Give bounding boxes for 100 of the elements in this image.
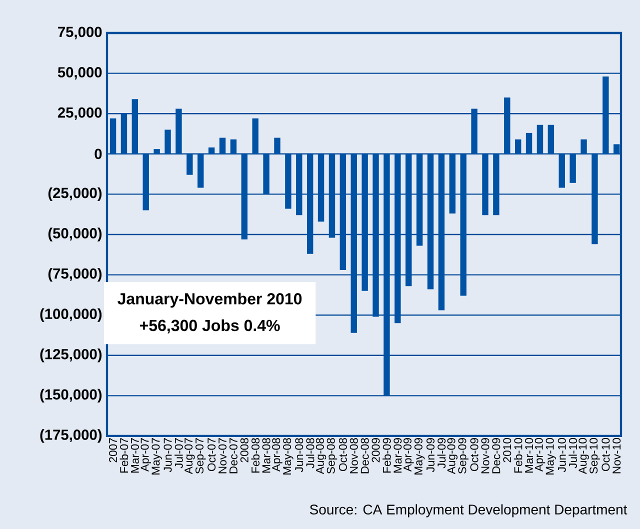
y-tick-label: (75,000)	[48, 268, 102, 282]
bar	[241, 154, 248, 240]
x-tick-label: Mar-08	[262, 438, 270, 473]
x-tick-label: Mar-07	[130, 438, 139, 473]
x-tick-label: Sep-10	[590, 438, 600, 474]
bar	[570, 154, 576, 183]
x-tick-label: Nov-08	[350, 438, 358, 474]
x-tick-label: May-08	[283, 438, 294, 474]
bar	[482, 154, 488, 216]
bar	[493, 154, 500, 216]
bar	[372, 154, 379, 317]
x-tick-label: 2008	[240, 438, 248, 462]
bar	[536, 124, 544, 154]
x-tick-label: Sep-07	[195, 438, 206, 474]
bar	[592, 154, 598, 244]
bar	[362, 154, 368, 291]
bar	[548, 124, 554, 154]
bar	[449, 154, 456, 214]
x-tick-label: Apr-08	[272, 438, 282, 472]
bar	[154, 149, 160, 154]
y-tick-label: 0	[94, 148, 102, 160]
annotation: +56,300 Jobs 0.4%	[140, 319, 280, 334]
bar	[328, 154, 336, 238]
bar	[438, 154, 445, 310]
x-tick-label: Nov-10	[612, 438, 621, 474]
y-tick-label: 75,000	[58, 26, 102, 40]
y-tick-label: (175,000)	[40, 429, 102, 443]
x-tick-label: Jul-07	[174, 438, 183, 468]
x-tick-label: May-09	[414, 438, 425, 474]
x-tick-label: Nov-07	[218, 438, 227, 474]
y-tick-label: (125,000)	[40, 348, 102, 362]
bar	[460, 154, 466, 296]
bar	[306, 154, 314, 254]
x-tick-label: Dec-07	[229, 438, 238, 474]
x-tick-label: Dec-08	[360, 438, 369, 474]
x-tick-label: Oct-07	[208, 438, 216, 472]
x-tick-label: Jul-08	[306, 438, 314, 468]
x-tick-label: Jun-09	[426, 438, 435, 472]
bar	[274, 138, 280, 154]
bar	[406, 154, 412, 286]
bar	[340, 154, 346, 270]
x-tick-label: May-07	[152, 438, 162, 474]
bar	[285, 154, 292, 209]
x-tick-label: Sep-09	[458, 438, 468, 474]
bar	[176, 108, 182, 154]
bar	[120, 114, 128, 154]
bar	[198, 154, 204, 188]
bar	[219, 138, 226, 154]
bar	[580, 139, 587, 154]
bar	[186, 154, 193, 175]
y-tick-label: (50,000)	[48, 228, 102, 242]
bar	[142, 154, 149, 210]
x-tick-label: Dec-09	[492, 438, 500, 474]
x-tick-label: Apr-10	[534, 438, 546, 472]
bar	[384, 154, 390, 396]
bar	[208, 147, 215, 154]
x-tick-label: Nov-09	[481, 438, 490, 474]
annotation: January-November 2010	[118, 292, 302, 308]
x-tick-label: Jun-07	[164, 438, 172, 472]
x-tick-label: Feb-09	[382, 438, 391, 473]
x-tick-label: Oct-10	[602, 438, 610, 472]
bar	[318, 154, 324, 222]
bar	[110, 118, 116, 154]
x-tick-label: Apr-09	[403, 438, 414, 472]
x-tick-label: Oct-08	[338, 438, 347, 472]
bar	[164, 130, 171, 154]
x-tick-label: Oct-09	[470, 438, 478, 472]
bar	[504, 97, 510, 154]
bar	[263, 154, 270, 194]
x-tick-label: Apr-07	[140, 438, 151, 472]
bar	[526, 132, 532, 154]
x-tick-label: Feb-10	[514, 438, 522, 473]
x-tick-label: Jul-09	[437, 438, 446, 468]
bar	[394, 154, 401, 324]
x-tick-label: Jul-10	[568, 438, 577, 468]
bar	[514, 139, 522, 154]
bar	[558, 154, 565, 188]
source-note: Source: CA Employment Development Department	[310, 504, 628, 518]
bar	[230, 139, 237, 154]
x-tick-label: Feb-08	[251, 438, 260, 473]
x-tick-label: Mar-10	[525, 438, 534, 473]
bar	[427, 154, 434, 290]
x-tick-label: 2007	[109, 438, 118, 462]
y-tick-label: 25,000	[58, 107, 102, 120]
y-tick-label: 50,000	[58, 67, 102, 80]
x-tick-label: Sep-08	[326, 438, 338, 474]
bar	[296, 154, 302, 216]
bar	[602, 76, 609, 154]
x-tick-label: Mar-09	[394, 438, 402, 473]
x-tick-label: Aug-10	[578, 438, 589, 474]
x-tick-label: Feb-07	[120, 438, 128, 473]
x-tick-label: Aug-07	[184, 438, 195, 474]
y-tick-label: (150,000)	[40, 388, 102, 403]
x-tick-label: Jun-10	[558, 438, 566, 472]
x-tick-label: 2010	[503, 438, 512, 462]
bar	[416, 154, 423, 246]
x-tick-label: May-10	[546, 438, 556, 474]
x-tick-label: Aug-09	[447, 438, 458, 474]
y-tick-label: (25,000)	[48, 187, 102, 202]
x-tick-label: Aug-08	[316, 438, 326, 474]
